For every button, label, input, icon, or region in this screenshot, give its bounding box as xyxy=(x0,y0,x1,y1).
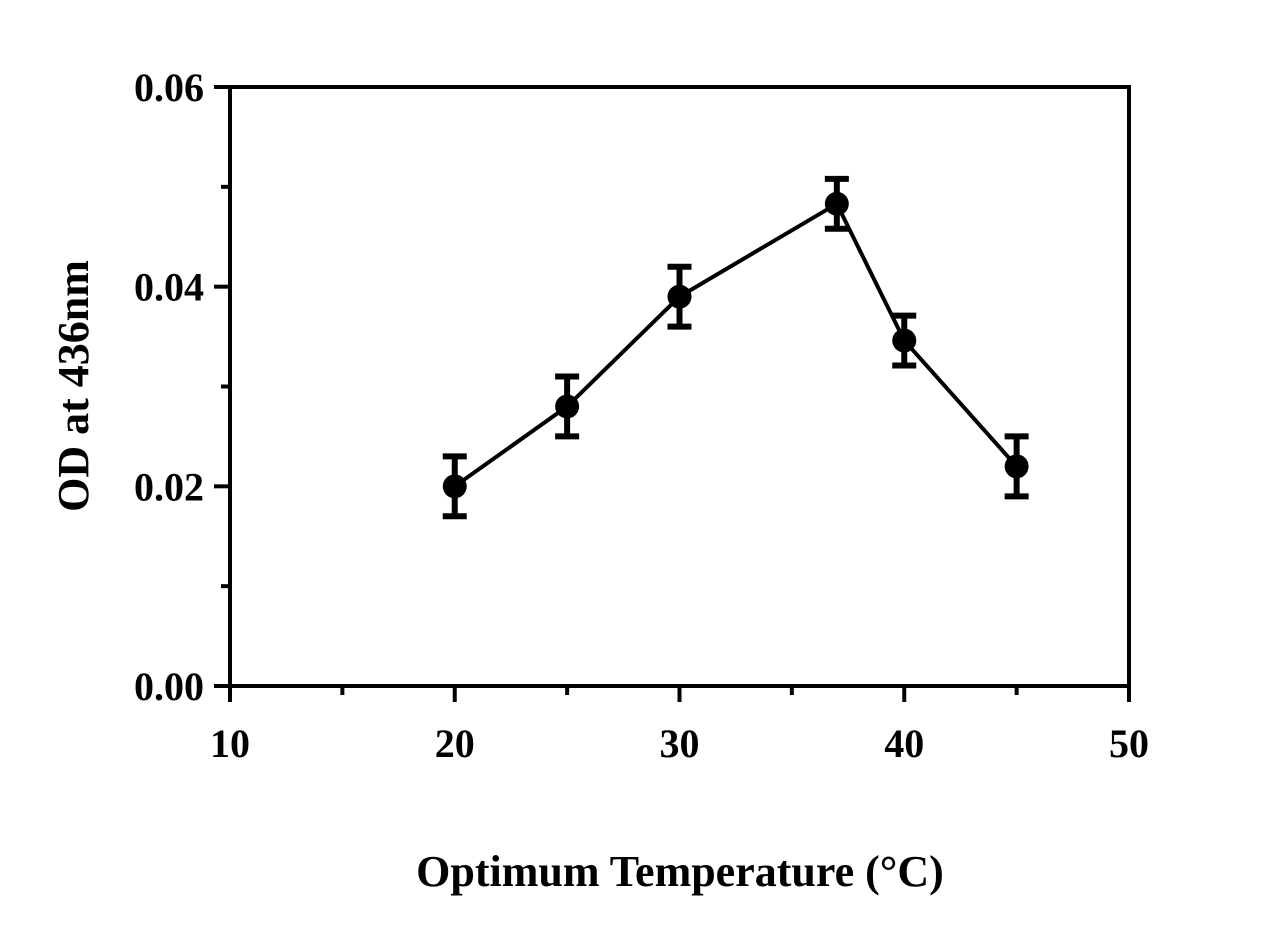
axis-ticks xyxy=(214,85,1131,702)
series-line xyxy=(453,201,1019,488)
data-point xyxy=(442,474,467,499)
data-series xyxy=(442,175,1029,520)
data-point xyxy=(667,284,692,309)
x-tick-label: 50 xyxy=(1109,721,1149,766)
axes xyxy=(228,85,1131,688)
y-tick-label: 0.06 xyxy=(134,65,204,110)
data-point xyxy=(1004,454,1029,479)
data-point xyxy=(892,328,917,353)
x-tick-label: 30 xyxy=(660,721,700,766)
x-tick-label: 10 xyxy=(210,721,250,766)
plot-frame xyxy=(228,85,1131,688)
data-point xyxy=(555,394,580,419)
y-tick-label: 0.04 xyxy=(134,265,204,310)
y-axis-title: OD at 436nm xyxy=(49,260,98,512)
axis-tick-labels: 10 20 30 40 50 0.00 0.02 0.04 0.06 xyxy=(134,65,1149,766)
y-tick-label: 0.00 xyxy=(134,664,204,709)
x-tick-label: 40 xyxy=(884,721,924,766)
x-tick-label: 20 xyxy=(435,721,475,766)
data-point xyxy=(824,191,849,216)
x-axis-title: Optimum Temperature (°C) xyxy=(416,847,944,896)
y-tick-label: 0.02 xyxy=(134,464,204,509)
